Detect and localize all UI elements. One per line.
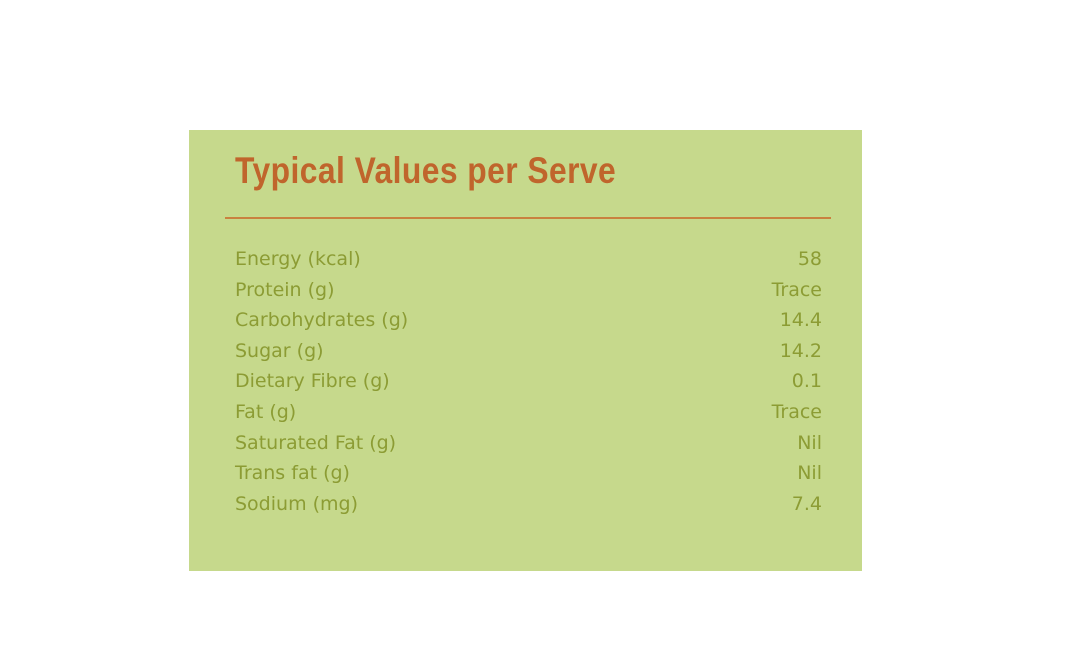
nutrient-value: Trace [771, 401, 822, 423]
nutrient-name: Dietary Fibre (g) [235, 370, 390, 393]
nutrition-panel: Typical Values per Serve Energy (kcal) 58… [189, 130, 862, 571]
panel-title: Typical Values per Serve [235, 150, 617, 191]
nutrient-row: Fat (g) Trace [235, 401, 822, 431]
nutrient-row: Sodium (mg) 7.4 [235, 493, 822, 523]
nutrient-name: Protein (g) [235, 278, 335, 301]
nutrient-row: Dietary Fibre (g) 0.1 [235, 370, 822, 400]
nutrient-name: Trans fat (g) [235, 462, 350, 485]
nutrient-value: 7.4 [791, 492, 822, 515]
nutrient-row: Protein (g) Trace [235, 279, 822, 309]
nutrient-name: Saturated Fat (g) [235, 431, 397, 454]
nutrient-name: Sodium (mg) [235, 492, 359, 515]
nutrient-value: Nil [797, 462, 822, 485]
nutrient-row: Carbohydrates (g) 14.4 [235, 309, 822, 339]
nutrient-name: Fat (g) [235, 401, 297, 423]
nutrient-value: 14.2 [779, 339, 822, 362]
nutrient-value: 0.1 [791, 370, 822, 393]
nutrient-name: Sugar (g) [235, 339, 324, 362]
nutrient-row: Sugar (g) 14.2 [235, 340, 822, 370]
nutrient-row: Saturated Fat (g) Nil [235, 432, 822, 462]
nutrient-name: Energy (kcal) [235, 248, 361, 270]
nutrient-row: Trans fat (g) Nil [235, 462, 822, 492]
nutrient-name: Carbohydrates (g) [235, 309, 409, 332]
divider [225, 217, 831, 219]
nutrient-value: Trace [771, 278, 822, 301]
nutrient-row: Energy (kcal) 58 [235, 248, 822, 278]
nutrient-value: 14.4 [779, 309, 822, 332]
nutrient-value: 58 [797, 248, 822, 270]
nutrient-value: Nil [797, 431, 822, 454]
